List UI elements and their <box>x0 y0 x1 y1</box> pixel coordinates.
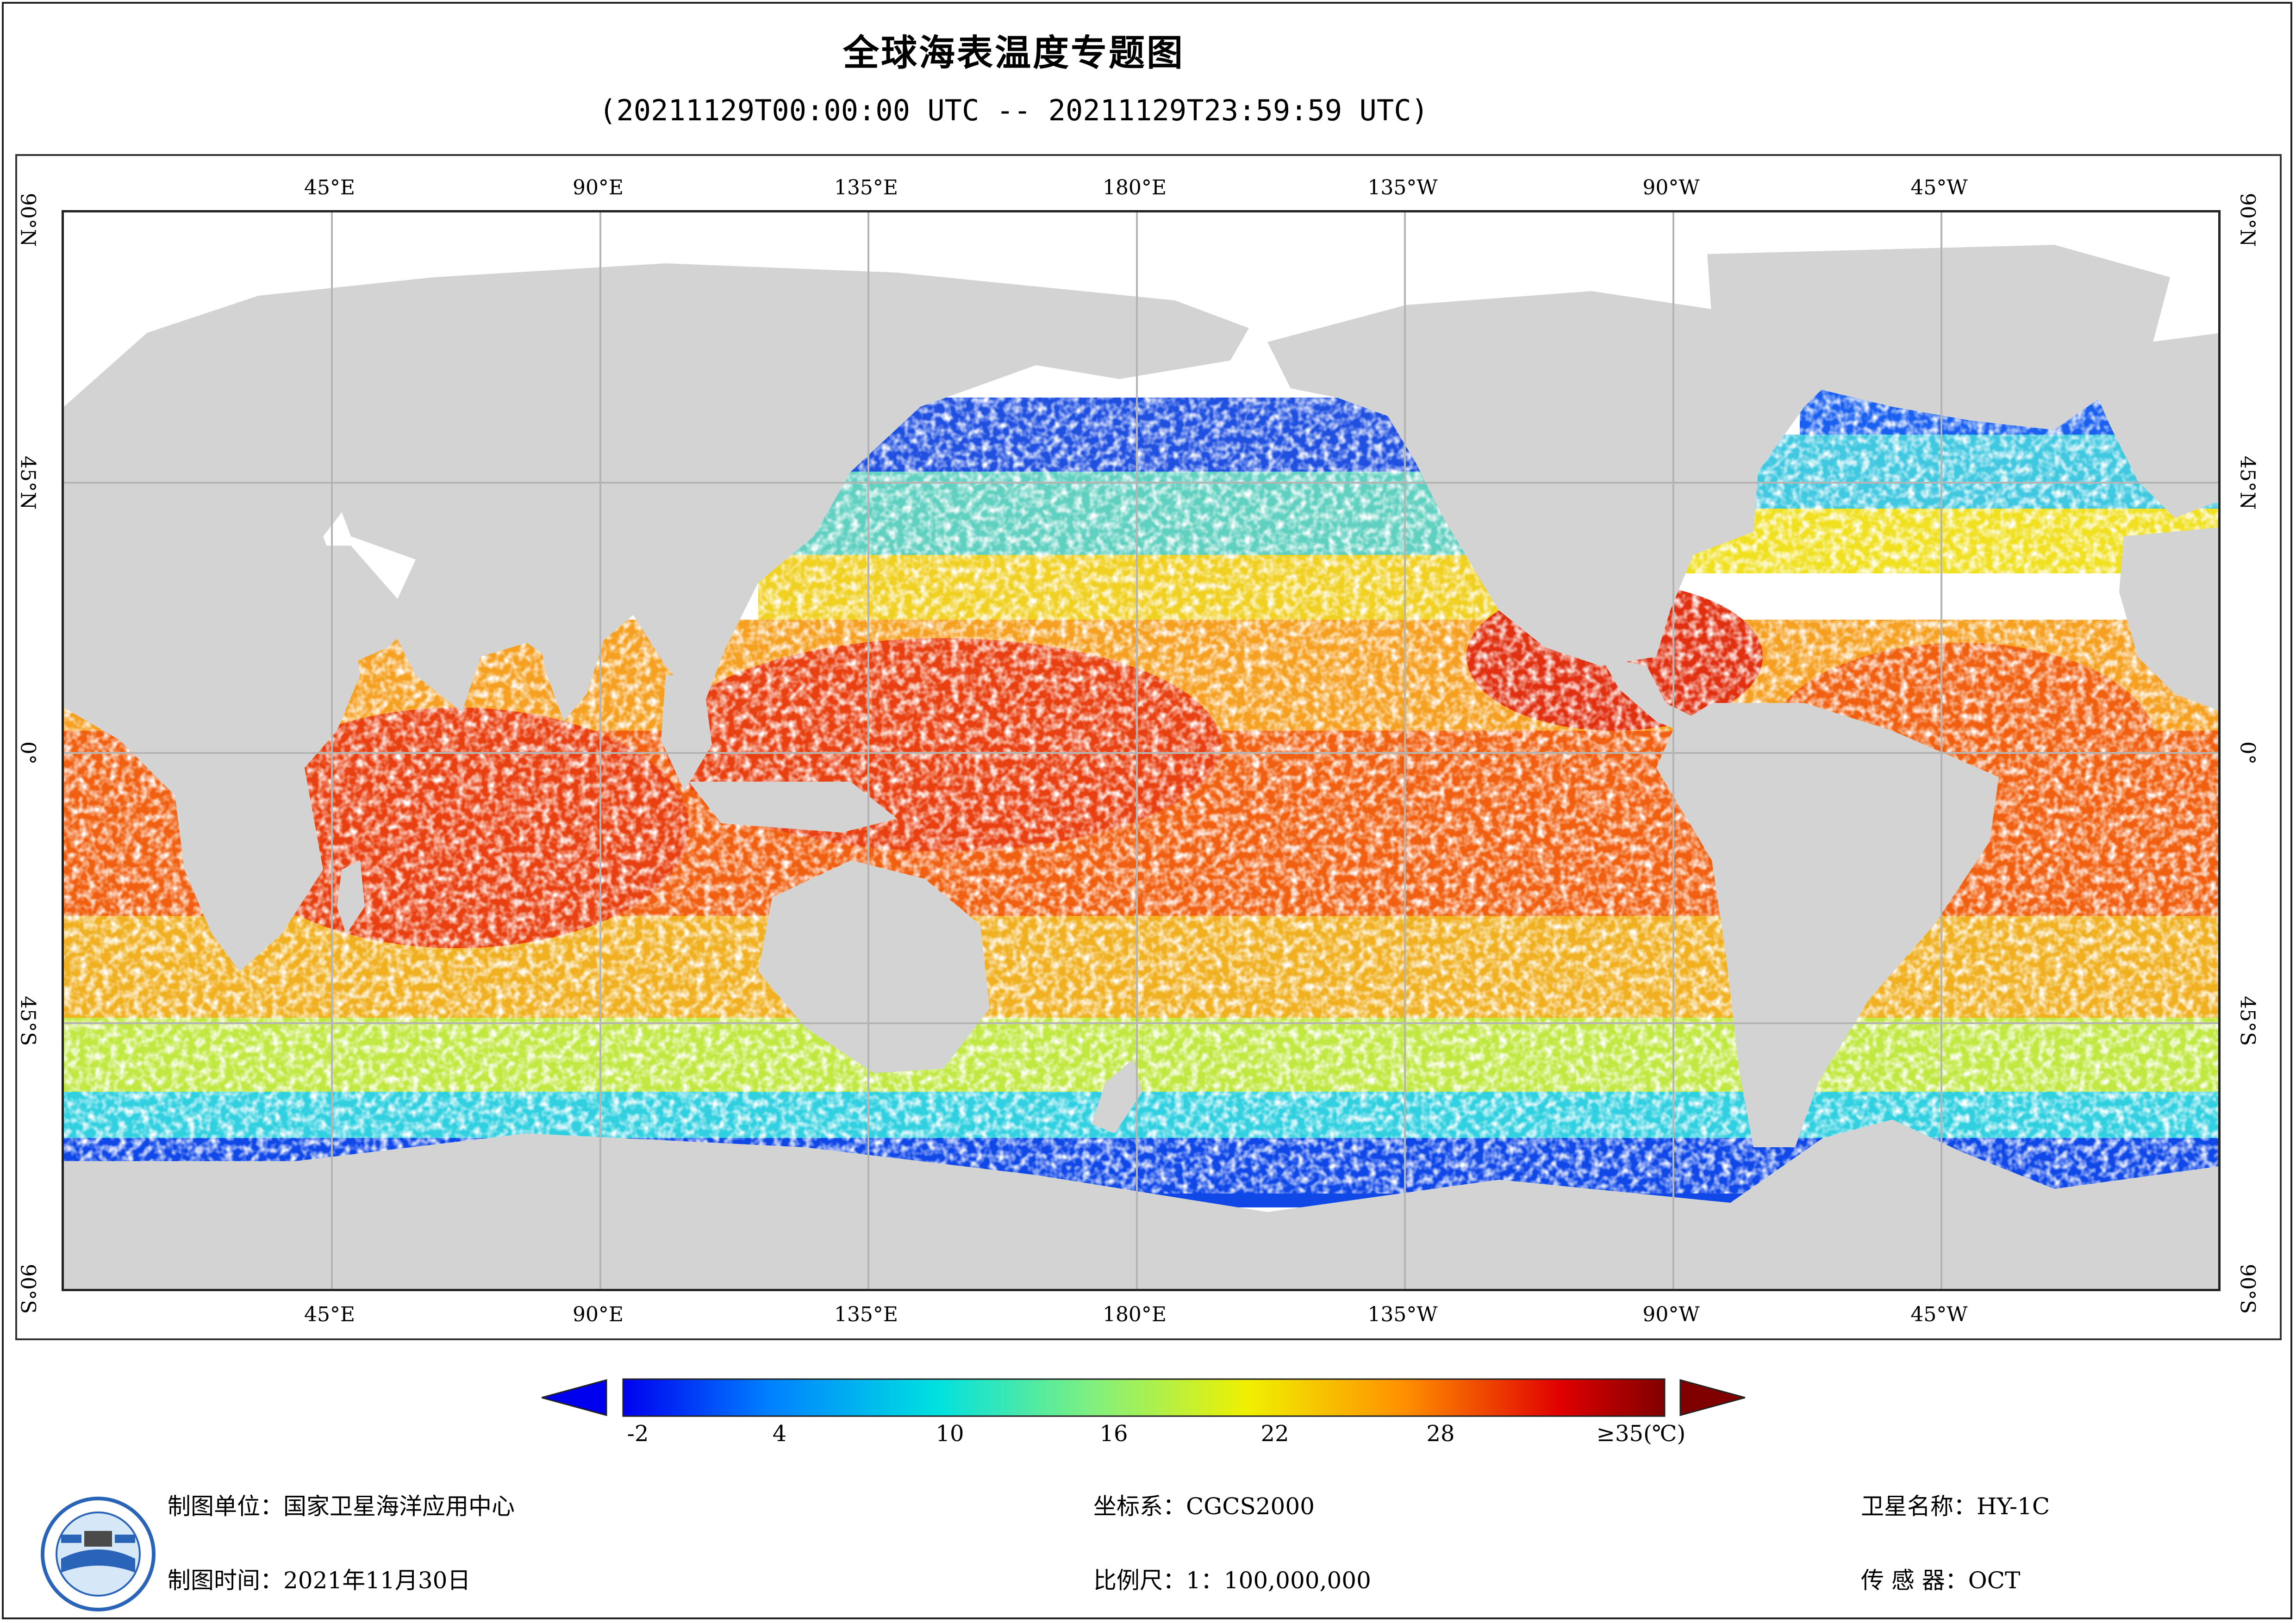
colorbar-min-arrow <box>542 1379 607 1416</box>
colorbar-max-arrow <box>1679 1379 1745 1416</box>
lat-label-left-45n: 45°N <box>16 455 40 510</box>
lon-label-top-90w: 90°W <box>1642 176 1700 199</box>
lon-label-top-45e: 45°E <box>304 176 356 199</box>
lat-label-right-45n: 45°N <box>2235 455 2259 510</box>
lat-label-right-equator: 0° <box>2235 741 2259 765</box>
lat-label-left-45s: 45°S <box>16 995 40 1046</box>
lat-label-right-45s: 45°S <box>2235 995 2259 1046</box>
land-madagascar <box>337 860 365 934</box>
lon-label-top-180: 180°E <box>1102 176 1167 199</box>
footer-production-date: 制图时间：2021年11月30日 <box>168 1567 471 1594</box>
land-north-america <box>1267 291 1846 666</box>
footer-sensor: 传 感 器：OCT <box>1861 1567 2021 1594</box>
land-africa-west <box>2119 527 2218 711</box>
lon-label-bottom-90w: 90°W <box>1642 1303 1700 1326</box>
lon-label-bottom-135e: 135°E <box>834 1303 898 1326</box>
land-southeast-asia <box>661 675 712 791</box>
lat-label-right-90n: 90°N <box>2235 193 2259 247</box>
land-central-america <box>1601 657 1712 740</box>
footer-satellite: 卫星名称：HY-1C <box>1861 1493 2050 1520</box>
footer-producer: 制图单位：国家卫星海洋应用中心 <box>168 1493 515 1520</box>
lon-label-top-45w: 45°W <box>1910 176 1968 199</box>
land-arabia <box>277 546 416 675</box>
lat-label-left-equator: 0° <box>16 741 40 765</box>
graticule <box>64 212 2218 1289</box>
map-subtitle: (20211129T00:00:00 UTC -- 20211129T23:59… <box>599 93 1429 127</box>
land-antarctica <box>64 1119 2218 1289</box>
colorbar-tick: 4 <box>772 1421 787 1447</box>
sst-map[interactable] <box>62 210 2221 1291</box>
colorbar-tick: 28 <box>1426 1421 1455 1447</box>
colorbar-gradient <box>622 1378 1666 1417</box>
footer-scale: 比例尺：1：100,000,000 <box>1093 1567 1371 1594</box>
sst-map-graphic <box>64 212 2218 1289</box>
land-europe-west <box>2078 333 2218 518</box>
lat-label-right-90s: 90°S <box>2235 1263 2259 1314</box>
lon-label-top-90e: 90°E <box>572 176 624 199</box>
land-new-zealand <box>1092 1059 1142 1133</box>
lon-label-bottom-180: 180°E <box>1102 1303 1167 1326</box>
lon-label-bottom-45w: 45°W <box>1910 1303 1968 1326</box>
land <box>64 245 2218 1289</box>
colorbar-tick: 22 <box>1260 1421 1289 1447</box>
land-indonesia <box>689 782 897 833</box>
lat-label-left-90n: 90°N <box>16 193 40 247</box>
map-frame <box>15 154 2282 1340</box>
lon-label-top-135w: 135°W <box>1367 176 1438 199</box>
land-africa <box>64 374 388 971</box>
land-south-america <box>1656 703 1999 1147</box>
land-australia <box>758 860 990 1073</box>
colorbar-tick: 16 <box>1099 1421 1128 1447</box>
map-title: 全球海表温度专题图 <box>842 32 1185 74</box>
colorbar-tick: ≥35(℃) <box>1596 1421 1686 1447</box>
footer-coordinate-system: 坐标系：CGCS2000 <box>1093 1493 1315 1520</box>
sst-colorbar <box>542 1378 1745 1417</box>
lon-label-bottom-90e: 90°E <box>572 1303 624 1326</box>
colorbar-tick: 10 <box>936 1421 964 1447</box>
lon-label-bottom-135w: 135°W <box>1367 1303 1438 1326</box>
land-india <box>536 620 610 721</box>
nsoas-logo-icon <box>41 1497 156 1611</box>
lon-label-top-135e: 135°E <box>834 176 898 199</box>
lat-label-left-90s: 90°S <box>16 1263 40 1314</box>
colorbar-tick: -2 <box>627 1421 649 1447</box>
land-eurasia <box>64 263 1249 712</box>
lon-label-bottom-45e: 45°E <box>304 1303 356 1326</box>
